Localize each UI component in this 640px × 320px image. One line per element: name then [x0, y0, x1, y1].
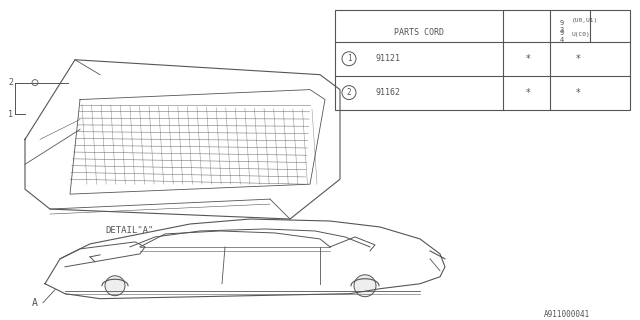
Text: A911000041: A911000041: [544, 310, 590, 319]
Bar: [335, 10, 630, 109]
Text: 1: 1: [347, 54, 351, 63]
Text: 2: 2: [8, 78, 13, 87]
Text: U(C0): U(C0): [572, 32, 591, 37]
Text: 91121: 91121: [375, 54, 400, 63]
Text: DETAIL"A": DETAIL"A": [106, 227, 154, 236]
Circle shape: [342, 86, 356, 100]
Text: 9
4: 9 4: [560, 30, 564, 43]
Text: PARTS CORD: PARTS CORD: [394, 28, 444, 37]
Text: *: *: [575, 88, 580, 98]
Text: *: *: [575, 54, 580, 64]
Text: (U0,U1): (U0,U1): [572, 18, 598, 23]
Circle shape: [32, 80, 38, 86]
Circle shape: [354, 275, 376, 297]
Text: 1: 1: [8, 110, 13, 119]
Circle shape: [105, 276, 125, 296]
Text: 91162: 91162: [375, 88, 400, 97]
Text: 9
3: 9 3: [560, 20, 564, 33]
Text: *: *: [525, 54, 531, 64]
Polygon shape: [45, 219, 445, 299]
Text: 2: 2: [347, 88, 351, 97]
Text: A: A: [32, 298, 38, 308]
Text: *: *: [525, 88, 531, 98]
Circle shape: [342, 52, 356, 66]
